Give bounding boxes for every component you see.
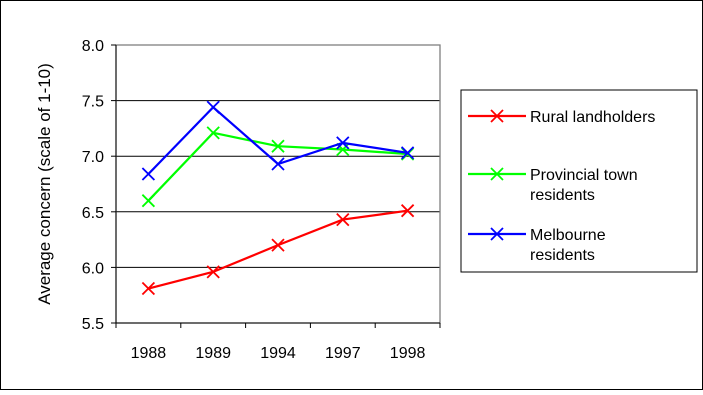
y-tick-labels: 5.5 6.0 6.5 7.0 7.5 8.0 [82, 38, 104, 333]
legend-label: Rural landholders [530, 109, 655, 126]
y-tick-label: 8.0 [82, 38, 104, 55]
x-tick-labels: 1988 1989 1994 1997 1998 [131, 345, 426, 362]
x-tick-label: 1989 [195, 345, 231, 362]
legend-label: Provincial town [530, 167, 638, 184]
legend-swatch-marker [490, 167, 504, 181]
data-point-marker [141, 194, 156, 208]
y-tick-label: 7.5 [82, 94, 104, 111]
x-tick-label: 1998 [390, 345, 426, 362]
y-axis-label: Average concern (scale of 1-10) [35, 63, 54, 305]
legend-entry: Rural landholders [468, 109, 655, 126]
data-point-marker [271, 139, 285, 153]
legend-label: residents [530, 187, 595, 204]
y-tick-label: 6.0 [82, 260, 104, 277]
data-point-marker [141, 167, 156, 181]
series-2 [141, 100, 415, 181]
legend-entry: Provincial town residents [468, 167, 638, 204]
y-tick-label: 5.5 [82, 316, 104, 333]
axes [111, 44, 441, 328]
data-point-marker [141, 281, 156, 296]
data-point-marker [206, 126, 220, 140]
series-1 [141, 126, 415, 208]
series-group [141, 100, 415, 296]
data-point-marker [271, 238, 285, 252]
data-point-marker [206, 100, 220, 114]
y-tick-label: 7.0 [82, 149, 104, 166]
x-tick-label: 1994 [260, 345, 296, 362]
data-point-marker [206, 265, 220, 279]
series-0 [141, 204, 415, 296]
x-tick-label: 1997 [325, 345, 361, 362]
legend-label: Melbourne [530, 227, 606, 244]
data-point-marker [271, 157, 285, 171]
x-tick-label: 1988 [131, 345, 167, 362]
legend: Rural landholders Provincial town resident… [460, 89, 698, 273]
data-point-marker [400, 204, 415, 218]
data-point-marker [400, 146, 415, 160]
data-point-marker [336, 142, 350, 157]
y-tick-label: 6.5 [82, 205, 104, 222]
legend-label: residents [530, 247, 595, 264]
data-point-marker [336, 136, 350, 150]
legend-swatch-marker [490, 109, 504, 123]
legend-swatch-marker [490, 227, 504, 241]
data-point-marker [336, 212, 350, 227]
gridlines [116, 100, 440, 268]
legend-entry: Melbourne residents [468, 227, 606, 264]
